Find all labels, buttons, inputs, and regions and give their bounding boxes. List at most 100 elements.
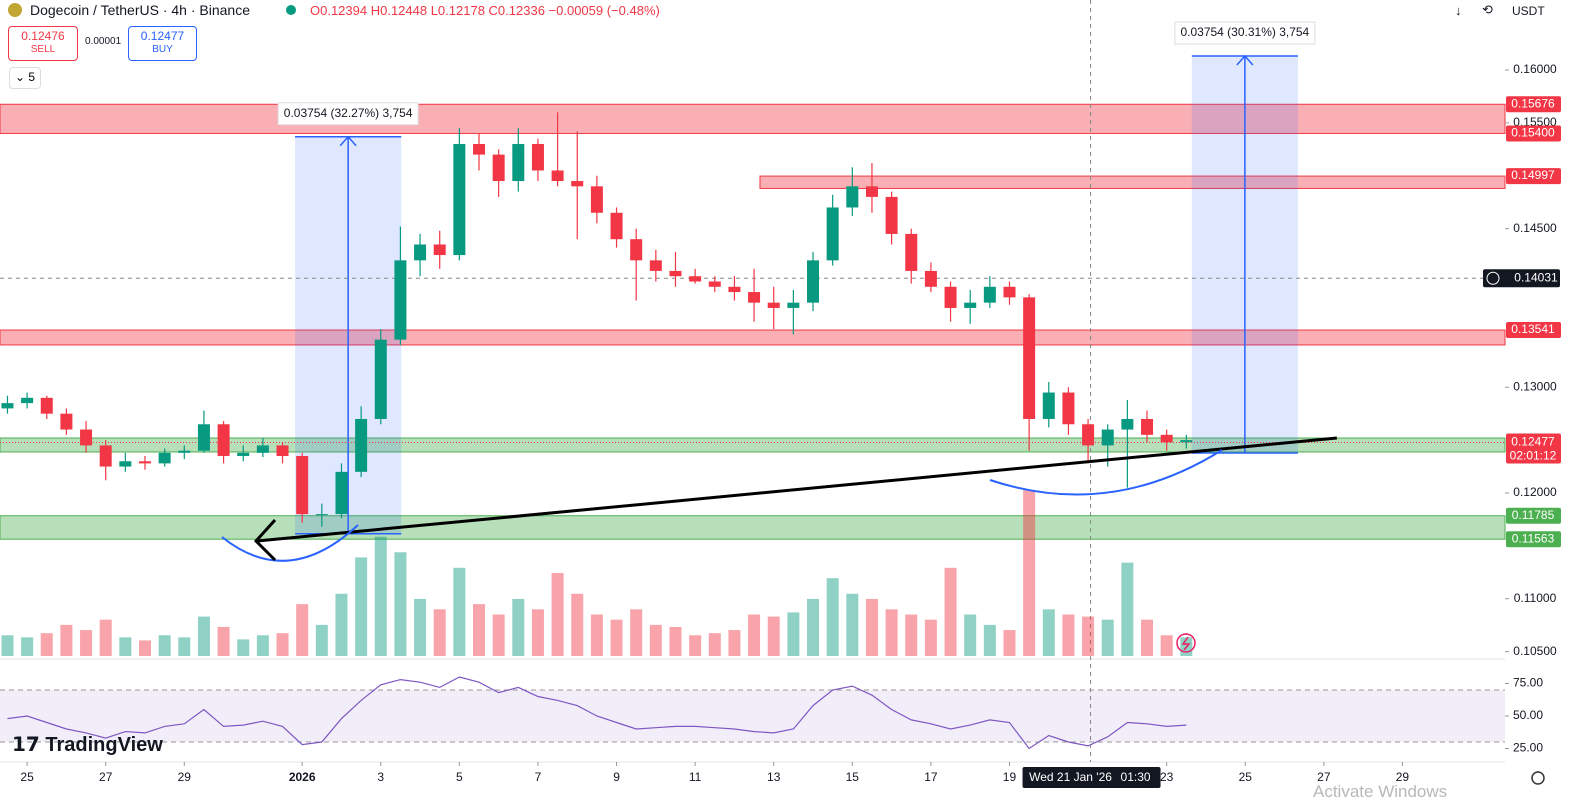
candle-body (217, 424, 230, 456)
price-label-box (1506, 531, 1561, 548)
volume-bar (1003, 630, 1016, 656)
candle-body (158, 452, 171, 464)
volume-bar (787, 612, 800, 656)
volume-bar (217, 626, 230, 656)
volume-bar (315, 624, 328, 656)
currency[interactable]: USDT (1512, 4, 1545, 18)
volume-bar (1042, 609, 1055, 656)
volume-bar (689, 635, 702, 656)
price-label: 0.11563 (1512, 531, 1555, 545)
volume-bar (846, 593, 859, 656)
volume-bar (551, 573, 564, 656)
market-status (286, 5, 296, 15)
volume-bar (433, 609, 446, 656)
crosshair-date: Wed 21 Jan '26 (1029, 770, 1112, 784)
measure-label: 0.03754 (30.31%) 3,754 (1180, 25, 1309, 39)
symbol[interactable]: Dogecoin / TetherUS · 4h · Binance (30, 2, 250, 18)
candle-body (708, 281, 721, 287)
price-label: 0.14997 (1511, 168, 1555, 182)
volume-bar (453, 567, 466, 656)
zone (0, 437, 1506, 453)
indicator-toggle[interactable]: ⌄ 5 (9, 67, 41, 89)
volume-bar (1121, 562, 1134, 656)
buy-price: 0.12477 (140, 29, 185, 43)
x-tick-label: 29 (178, 770, 192, 784)
volume-bar (80, 630, 93, 656)
price-label: 0.11785 (1512, 508, 1555, 522)
candle-body (492, 154, 505, 182)
sell-button[interactable]: 0.12476 SELL (8, 26, 78, 61)
price-label-box (1506, 96, 1561, 113)
volume-bar (40, 633, 53, 656)
candle-body (276, 445, 289, 456)
measure-arrowhead (1236, 54, 1254, 66)
volume-bar (99, 619, 112, 656)
volume-bar (1023, 490, 1036, 656)
volume-bar (1082, 616, 1095, 656)
candle-body (669, 270, 682, 277)
candle-body (787, 302, 800, 308)
price-label: 0.15400 (1511, 126, 1555, 140)
candle-body (1062, 392, 1075, 425)
volume-bar (924, 619, 937, 656)
candle-body (630, 239, 643, 261)
measure-arrowhead (339, 135, 357, 147)
os-overlay: Activate Windows (1313, 782, 1448, 801)
volume-bar (335, 593, 348, 656)
x-tick-label: 17 (924, 770, 938, 784)
candle-body (453, 144, 466, 256)
buy-button[interactable]: 0.12477 BUY (128, 26, 197, 61)
volume-bar (60, 624, 73, 656)
volume-bar (394, 552, 407, 656)
rsi-tick-label: 50.00 (1513, 708, 1543, 722)
x-tick-label: 13 (767, 770, 781, 784)
candle-body (414, 244, 427, 261)
price-label: 0.13541 (1511, 322, 1555, 336)
volume-bar (728, 630, 741, 656)
rsi-band (0, 690, 1505, 742)
crosshair-y-box (1483, 269, 1560, 288)
countdown: 02:01:12 (1510, 449, 1557, 463)
x-tick-label: 15 (846, 770, 860, 784)
candle-body (197, 424, 210, 451)
x-tick-label: 29 (1396, 770, 1410, 784)
candle-body (1101, 429, 1114, 446)
candle-body (689, 276, 702, 282)
volume-bar (512, 598, 525, 656)
rsi-tick-label: 75.00 (1513, 676, 1543, 690)
symbol-icon (8, 2, 22, 18)
measure-label-box (1174, 21, 1316, 45)
lightning-icon[interactable] (1176, 633, 1196, 653)
candle-body (21, 397, 34, 404)
candle-body (865, 186, 878, 197)
candle-body (1023, 297, 1036, 419)
settings-icon[interactable] (1531, 771, 1545, 785)
sync-icon[interactable]: ⟲ (1482, 2, 1493, 17)
x-tick-label: 25 (20, 770, 34, 784)
candle-body (99, 445, 112, 467)
candle-body (256, 445, 269, 453)
download-icon[interactable]: ↓ (1455, 3, 1462, 18)
y-tick-label: 0.13000 (1513, 379, 1557, 393)
trendline (256, 436, 1337, 543)
indicator-count: 5 (28, 70, 36, 84)
volume-bar (865, 598, 878, 656)
x-tick-label: 9 (613, 770, 620, 784)
x-tick-label: 3 (377, 770, 384, 784)
volume-bar (1141, 619, 1154, 656)
y-tick-label: 0.14500 (1513, 221, 1557, 235)
volume-bar (119, 637, 132, 656)
rsi-line (7, 676, 1187, 750)
volume-bar (492, 614, 505, 656)
current-price-box (1506, 433, 1561, 464)
volume-bar (905, 614, 918, 656)
volume-bar (355, 557, 368, 656)
volume-bar (138, 640, 151, 656)
volume-bar (669, 626, 682, 656)
volume-bar (807, 598, 820, 656)
zone (0, 515, 1506, 540)
candle-body (826, 207, 839, 261)
x-tick-label: 19 (1003, 770, 1017, 784)
candle-body (590, 186, 603, 213)
